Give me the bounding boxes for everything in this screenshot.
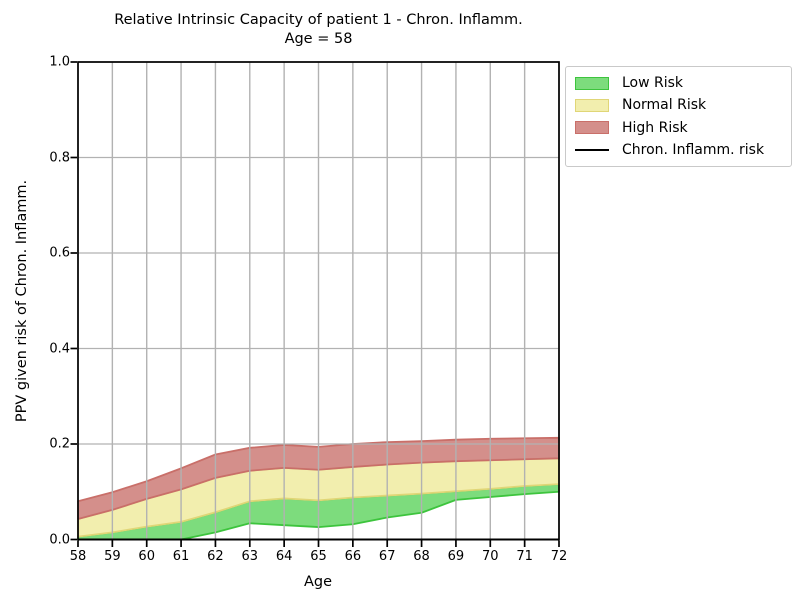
x-tick-label-65: 65 [310, 549, 327, 564]
legend-item-risk-line: Chron. Inflamm. risk [575, 139, 783, 161]
x-tick-label-60: 60 [138, 549, 155, 564]
legend-item-label: High Risk [622, 119, 688, 136]
legend-item-low-risk: Low Risk [575, 72, 783, 94]
x-tick-label-59: 59 [104, 549, 121, 564]
x-tick-label-62: 62 [207, 549, 224, 564]
x-tick-label-68: 68 [413, 549, 430, 564]
low-risk-swatch-icon [575, 76, 609, 90]
axes-border [77, 61, 560, 541]
y-tick-label-1.0: 1.0 [49, 54, 70, 70]
x-tick-label-61: 61 [172, 549, 190, 564]
y-tick-label-0.6: 0.6 [49, 245, 70, 261]
x-tick-label-69: 69 [447, 549, 465, 564]
legend-item-label: Low Risk [622, 75, 684, 92]
y-tick-label-0.0: 0.0 [49, 532, 70, 547]
legend: Low Risk Normal Risk High Risk Chron. In… [565, 66, 792, 167]
chart-subtitle: Age = 58 [284, 31, 353, 47]
chart-title-block: Relative Intrinsic Capacity of patient 1… [78, 11, 559, 49]
x-tick-label-72: 72 [550, 549, 568, 564]
x-tick-label-71: 71 [516, 549, 533, 564]
legend-item-label: Normal Risk [622, 97, 707, 114]
x-tick-label-58: 58 [69, 549, 87, 564]
high-risk-swatch-icon [575, 121, 609, 135]
x-tick-label-64: 64 [275, 549, 293, 564]
x-tick-label-66: 66 [344, 549, 362, 564]
x-axis-label: Age [303, 574, 333, 590]
y-tick-label-0.2: 0.2 [49, 436, 70, 452]
legend-item-label: Chron. Inflamm. risk [622, 141, 765, 158]
y-tick-label-0.8: 0.8 [49, 150, 70, 165]
legend-item-normal-risk: Normal Risk [575, 94, 783, 116]
x-tick-label-67: 67 [378, 549, 396, 564]
normal-risk-swatch-icon [575, 98, 609, 112]
x-tick-label-70: 70 [482, 549, 499, 564]
y-tick-label-0.4: 0.4 [49, 341, 70, 356]
chart-title: Relative Intrinsic Capacity of patient 1… [114, 12, 523, 28]
legend-item-high-risk: High Risk [575, 117, 783, 139]
x-tick-label-63: 63 [241, 549, 259, 564]
risk-line-sample-icon [575, 148, 609, 151]
y-axis-label: PPV given risk of Chron. Inflamm. [14, 179, 30, 423]
